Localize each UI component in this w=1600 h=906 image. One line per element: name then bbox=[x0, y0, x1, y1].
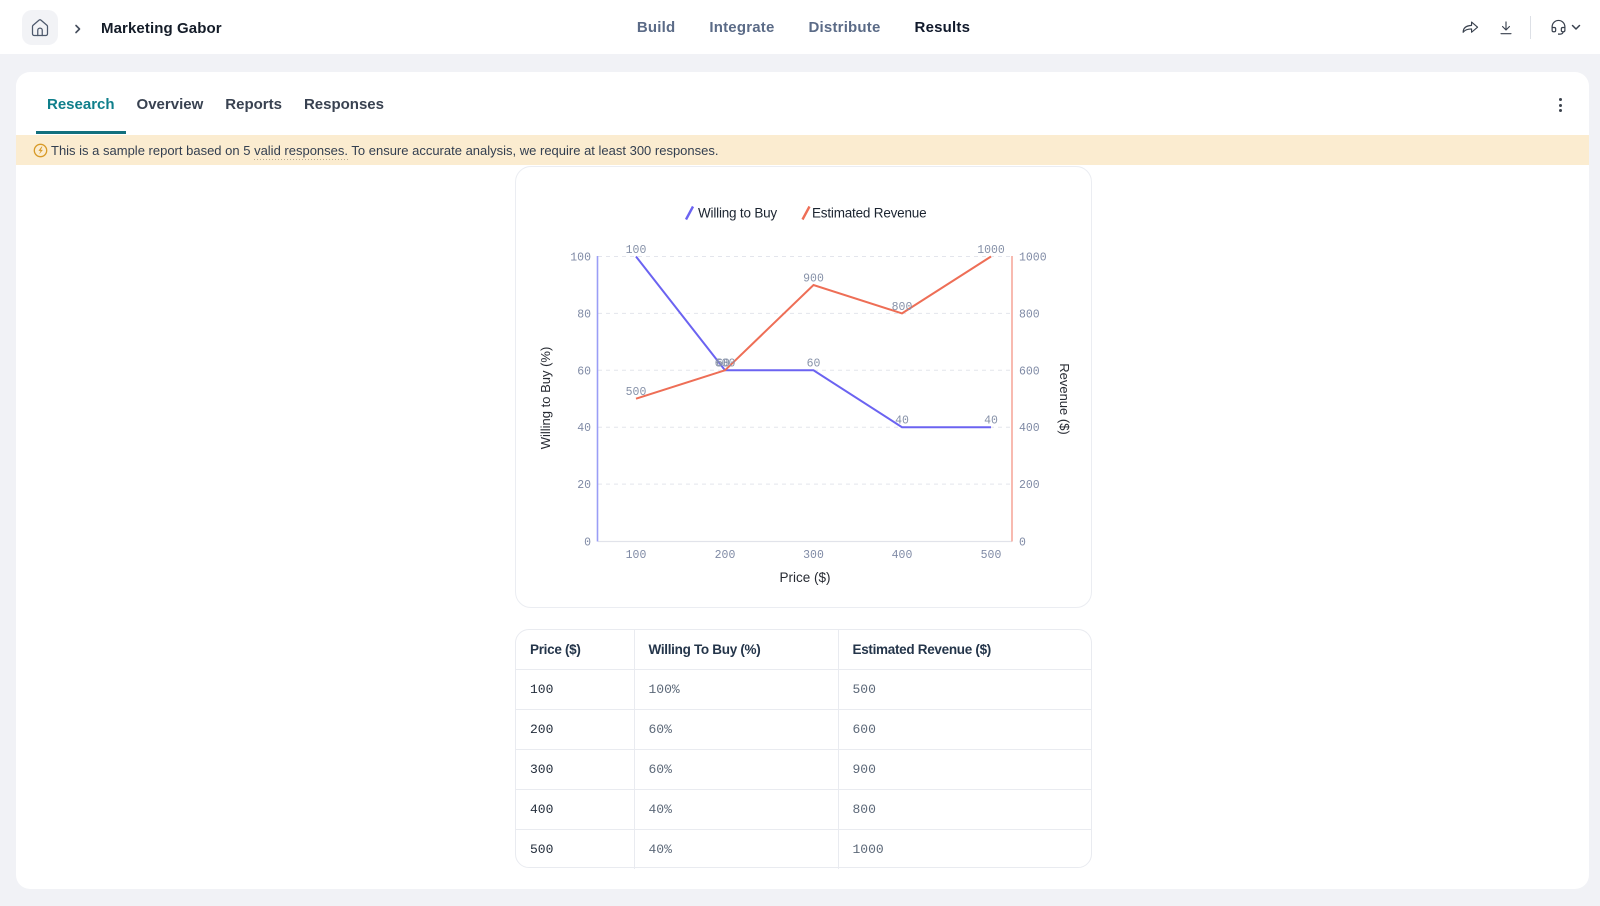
svg-text:Estimated Revenue: Estimated Revenue bbox=[812, 206, 926, 221]
svg-text:500: 500 bbox=[981, 549, 1002, 562]
svg-text:1000: 1000 bbox=[1019, 252, 1047, 265]
svg-text:500: 500 bbox=[626, 386, 647, 399]
svg-text:300: 300 bbox=[803, 549, 824, 562]
svg-text:800: 800 bbox=[1019, 308, 1040, 321]
svg-text:40: 40 bbox=[984, 415, 998, 428]
svg-text:600: 600 bbox=[715, 358, 736, 371]
svg-text:100: 100 bbox=[626, 244, 647, 257]
svg-text:40: 40 bbox=[577, 422, 591, 435]
svg-text:60: 60 bbox=[716, 358, 730, 371]
svg-text:Willing to Buy (%): Willing to Buy (%) bbox=[538, 347, 553, 450]
svg-text:400: 400 bbox=[1019, 422, 1040, 435]
svg-text:800: 800 bbox=[892, 301, 913, 314]
svg-text:80: 80 bbox=[577, 308, 591, 321]
svg-text:0: 0 bbox=[1019, 537, 1026, 550]
svg-text:900: 900 bbox=[803, 273, 824, 286]
svg-text:200: 200 bbox=[1019, 479, 1040, 492]
svg-text:200: 200 bbox=[715, 549, 736, 562]
svg-text:40: 40 bbox=[895, 415, 909, 428]
svg-text:100: 100 bbox=[570, 252, 591, 265]
svg-text:Revenue ($): Revenue ($) bbox=[1057, 363, 1072, 435]
svg-text:60: 60 bbox=[807, 358, 821, 371]
svg-text:400: 400 bbox=[892, 549, 913, 562]
svg-text:100: 100 bbox=[626, 549, 647, 562]
svg-text:1000: 1000 bbox=[977, 244, 1005, 257]
svg-text:0: 0 bbox=[584, 537, 591, 550]
svg-text:Willing to Buy: Willing to Buy bbox=[698, 206, 777, 221]
svg-text:Price ($): Price ($) bbox=[779, 570, 830, 585]
svg-text:600: 600 bbox=[1019, 365, 1040, 378]
svg-text:60: 60 bbox=[577, 365, 591, 378]
svg-text:20: 20 bbox=[577, 479, 591, 492]
